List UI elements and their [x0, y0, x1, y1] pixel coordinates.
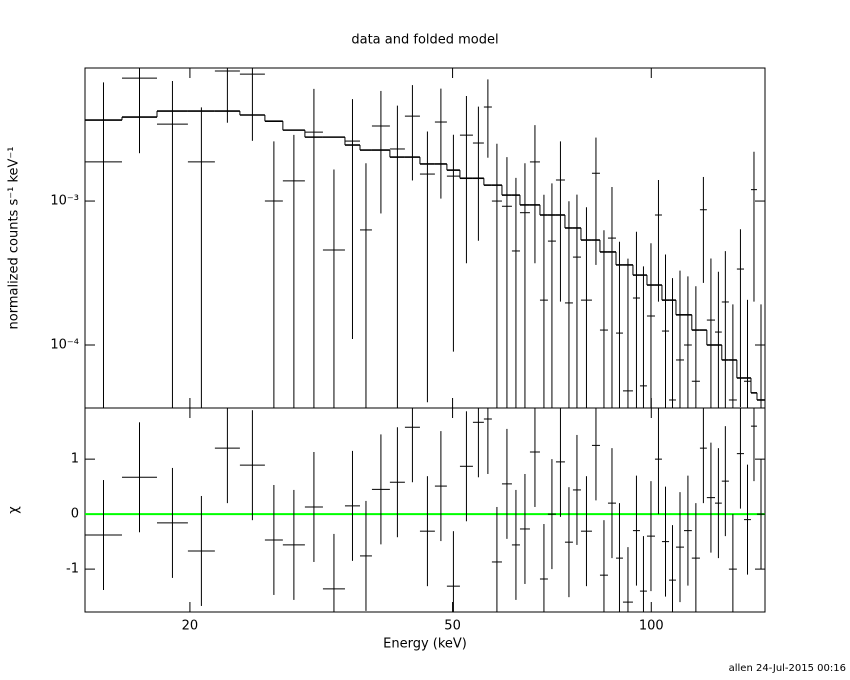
- y-tick-label: 0: [71, 507, 79, 522]
- y-tick-label: 10⁻³: [50, 194, 79, 209]
- chart-title: data and folded model: [351, 33, 498, 48]
- y-axis-label: χ: [7, 506, 22, 514]
- y-tick-label: -1: [66, 562, 79, 577]
- footer: allen 24-Jul-2015 00:16: [729, 663, 846, 674]
- y-axis-label: normalized counts s⁻¹ keV⁻¹: [7, 147, 22, 330]
- x-tick-label: 50: [444, 619, 461, 634]
- x-tick-label: 20: [182, 619, 199, 634]
- plot-frame: [84, 407, 766, 613]
- x-tick-label: 100: [639, 619, 664, 634]
- y-tick-label: 1: [71, 452, 79, 467]
- y-tick-label: 10⁻⁴: [50, 337, 79, 352]
- x-axis-label: Energy (keV): [383, 637, 467, 652]
